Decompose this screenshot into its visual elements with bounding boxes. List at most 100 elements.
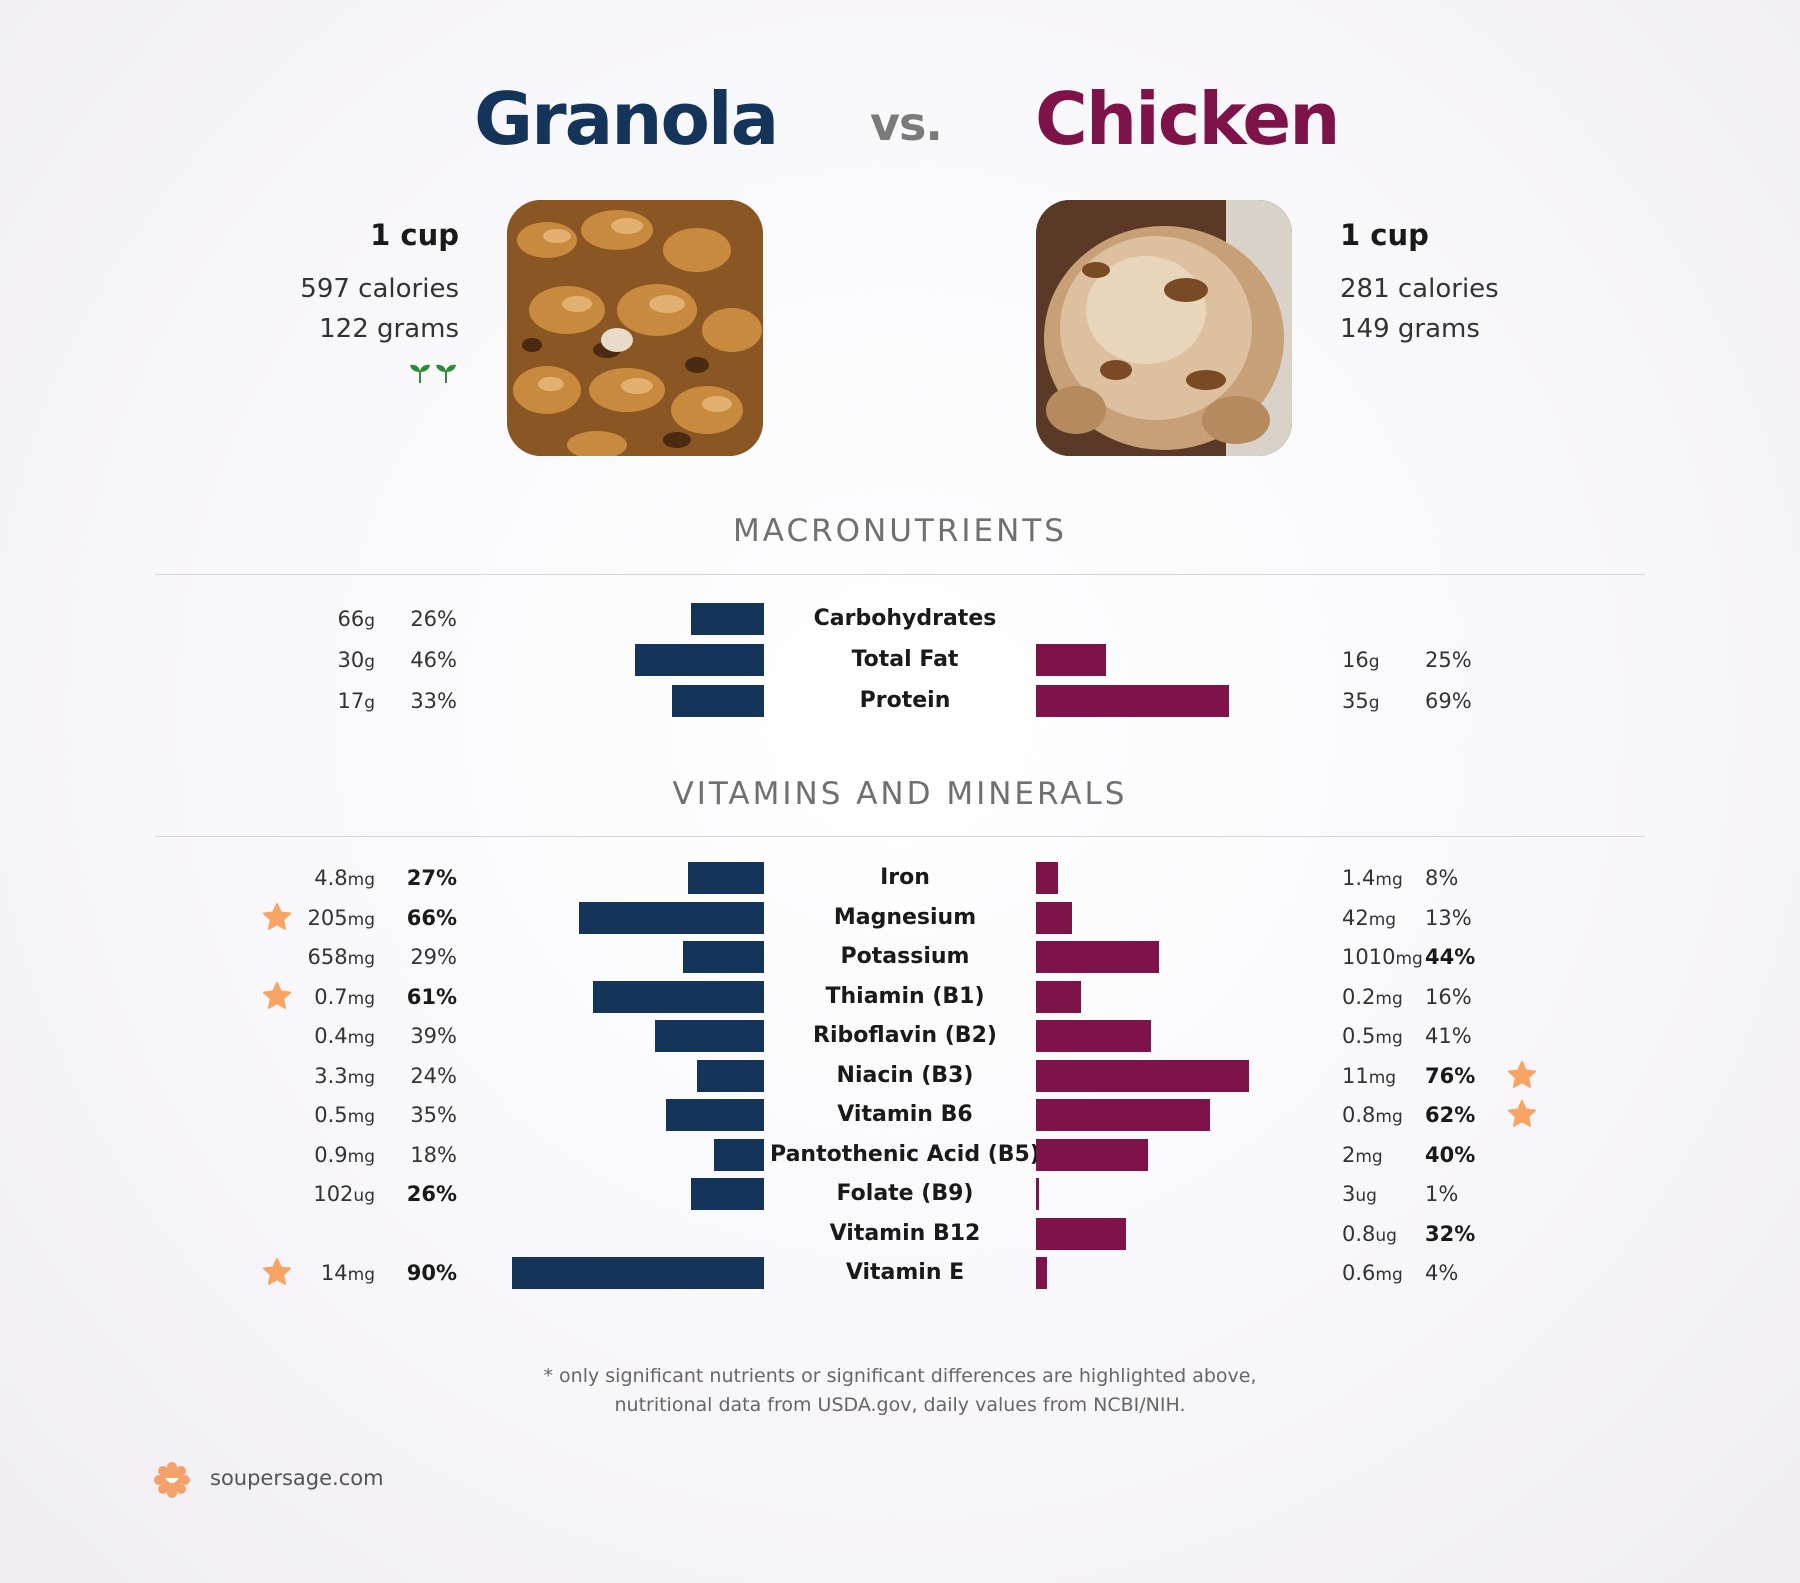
right-amount-unit: mg — [1375, 870, 1403, 890]
right-percent: 13% — [1425, 905, 1472, 930]
nutrient-name: Vitamin B12 — [829, 1220, 981, 1246]
right-grams: 149 grams — [1340, 314, 1480, 344]
nutrient-name: Protein — [859, 688, 951, 713]
left-star-icon — [262, 1257, 292, 1285]
left-bar — [512, 1257, 764, 1289]
right-amount: 0.2mg — [1342, 981, 1403, 1015]
right-food-title: Chicken — [1035, 77, 1340, 161]
soupersage-logo-icon[interactable] — [154, 1462, 190, 1498]
chicken-photo — [1036, 200, 1292, 456]
left-star-icon — [262, 981, 292, 1009]
vitamins-divider — [155, 836, 1645, 837]
nutrient-name: Magnesium — [833, 904, 977, 930]
left-amount-unit: mg — [347, 1146, 375, 1167]
nutrient-row: Vitamin B12 0.8ug 32% — [0, 1217, 1800, 1252]
footnote-line-2: nutritional data from USDA.gov, daily va… — [614, 1394, 1186, 1416]
right-amount: 2mg — [1342, 1139, 1383, 1173]
right-amount: 0.6mg — [1342, 1257, 1403, 1291]
right-amount-value: 3 — [1342, 1182, 1356, 1206]
left-amount: 30g — [337, 644, 375, 678]
right-bar — [1036, 1257, 1048, 1289]
left-amount-value: 658 — [307, 945, 348, 969]
left-amount-unit: mg — [347, 988, 375, 1009]
left-amount-value: 14 — [320, 1261, 348, 1285]
left-amount-value: 205 — [307, 905, 348, 930]
left-calories: 597 calories — [300, 274, 459, 304]
left-percent: 66% — [406, 905, 457, 930]
left-percent: 90% — [406, 1261, 457, 1285]
right-amount-value: 35 — [1342, 689, 1369, 713]
right-percent: 41% — [1425, 1024, 1472, 1048]
right-percent: 4% — [1425, 1261, 1459, 1285]
right-bar — [1036, 1138, 1148, 1171]
left-percent: 46% — [410, 648, 457, 672]
nutrient-row: 66g 26% Carbohydrates — [0, 603, 1800, 635]
left-amount-value: 4.8 — [314, 866, 348, 890]
left-amount: 658mg — [308, 941, 375, 975]
nutrient-name: Potassium — [840, 944, 970, 969]
right-amount-value: 1010 — [1342, 945, 1396, 969]
left-amount-value: 30 — [337, 648, 365, 672]
vitamins-heading: VITAMINS AND MINERALS — [672, 776, 1128, 812]
right-amount-unit: mg — [1368, 909, 1397, 930]
right-amount-value: 42 — [1342, 905, 1369, 930]
left-bar — [688, 862, 764, 894]
left-amount-unit: ug — [353, 1186, 375, 1206]
right-amount: 42mg — [1342, 902, 1396, 936]
left-amount: 17g — [337, 685, 375, 719]
right-amount: 16g — [1342, 644, 1380, 678]
left-amount-unit: g — [364, 652, 375, 672]
left-amount: 66g — [337, 603, 375, 637]
right-bar — [1036, 685, 1230, 717]
left-amount-value: 66 — [337, 607, 365, 631]
right-percent: 8% — [1425, 866, 1459, 890]
nutrient-row: 658mg 29% Potassium 1010mg 44% — [0, 941, 1800, 973]
left-star-icon — [262, 902, 292, 930]
left-amount: 0.4mg — [314, 1020, 375, 1054]
left-amount-value: 0.4 — [314, 1024, 348, 1048]
nutrient-row: 4.8mg 27% Iron 1.4mg 8% — [0, 862, 1800, 894]
right-bar — [1036, 1178, 1039, 1210]
left-amount: 102ug — [313, 1178, 375, 1212]
right-amount: 0.8ug — [1342, 1218, 1397, 1252]
right-amount-unit: ug — [1375, 1225, 1397, 1246]
right-amount-value: 0.8 — [1342, 1103, 1376, 1127]
left-bar — [671, 685, 764, 717]
left-food-title: Granola — [474, 77, 779, 161]
nutrient-row: 0.7mg 61% Thiamin (B1) 0.2mg 16% — [0, 980, 1800, 1015]
left-amount-unit: mg — [347, 1067, 375, 1088]
nutrient-name: Niacin (B3) — [836, 1062, 974, 1088]
right-amount-unit: mg — [1375, 1107, 1403, 1127]
brand-link[interactable]: soupersage.com — [210, 1466, 384, 1490]
right-amount-value: 0.8 — [1342, 1221, 1376, 1246]
left-amount-value: 102 — [313, 1182, 354, 1206]
left-amount: 0.7mg — [314, 981, 375, 1015]
left-amount: 4.8mg — [314, 862, 375, 896]
right-amount-value: 2 — [1342, 1142, 1356, 1167]
right-calories: 281 calories — [1340, 274, 1499, 304]
left-amount-unit: mg — [347, 1265, 375, 1285]
left-bar — [654, 1020, 764, 1052]
left-bar — [593, 980, 764, 1013]
left-bar — [713, 1138, 764, 1171]
nutrient-name: Vitamin E — [845, 1260, 965, 1285]
left-bar — [691, 603, 764, 635]
right-bar — [1036, 644, 1106, 676]
right-amount: 11mg — [1342, 1060, 1396, 1094]
right-bar — [1036, 1099, 1210, 1131]
right-percent: 25% — [1425, 648, 1472, 672]
vs-label: vs. — [870, 97, 943, 151]
left-percent: 35% — [410, 1103, 457, 1127]
footnote-line-1: * only significant nutrients or signific… — [543, 1365, 1257, 1387]
nutrient-name: Thiamin (B1) — [825, 983, 985, 1009]
nutrient-name: Iron — [880, 865, 930, 890]
right-serving-size: 1 cup — [1340, 218, 1429, 252]
nutrient-row: 0.4mg 39% Riboflavin (B2) 0.5mg 41% — [0, 1020, 1800, 1052]
left-amount-value: 17 — [337, 689, 365, 713]
right-bar — [1036, 862, 1059, 894]
right-bar — [1036, 1020, 1151, 1052]
left-percent: 29% — [410, 945, 457, 969]
nutrient-row: 3.3mg 24% Niacin (B3) 11mg 76% — [0, 1059, 1800, 1094]
right-bar — [1036, 1059, 1249, 1092]
left-amount: 0.5mg — [314, 1099, 375, 1133]
